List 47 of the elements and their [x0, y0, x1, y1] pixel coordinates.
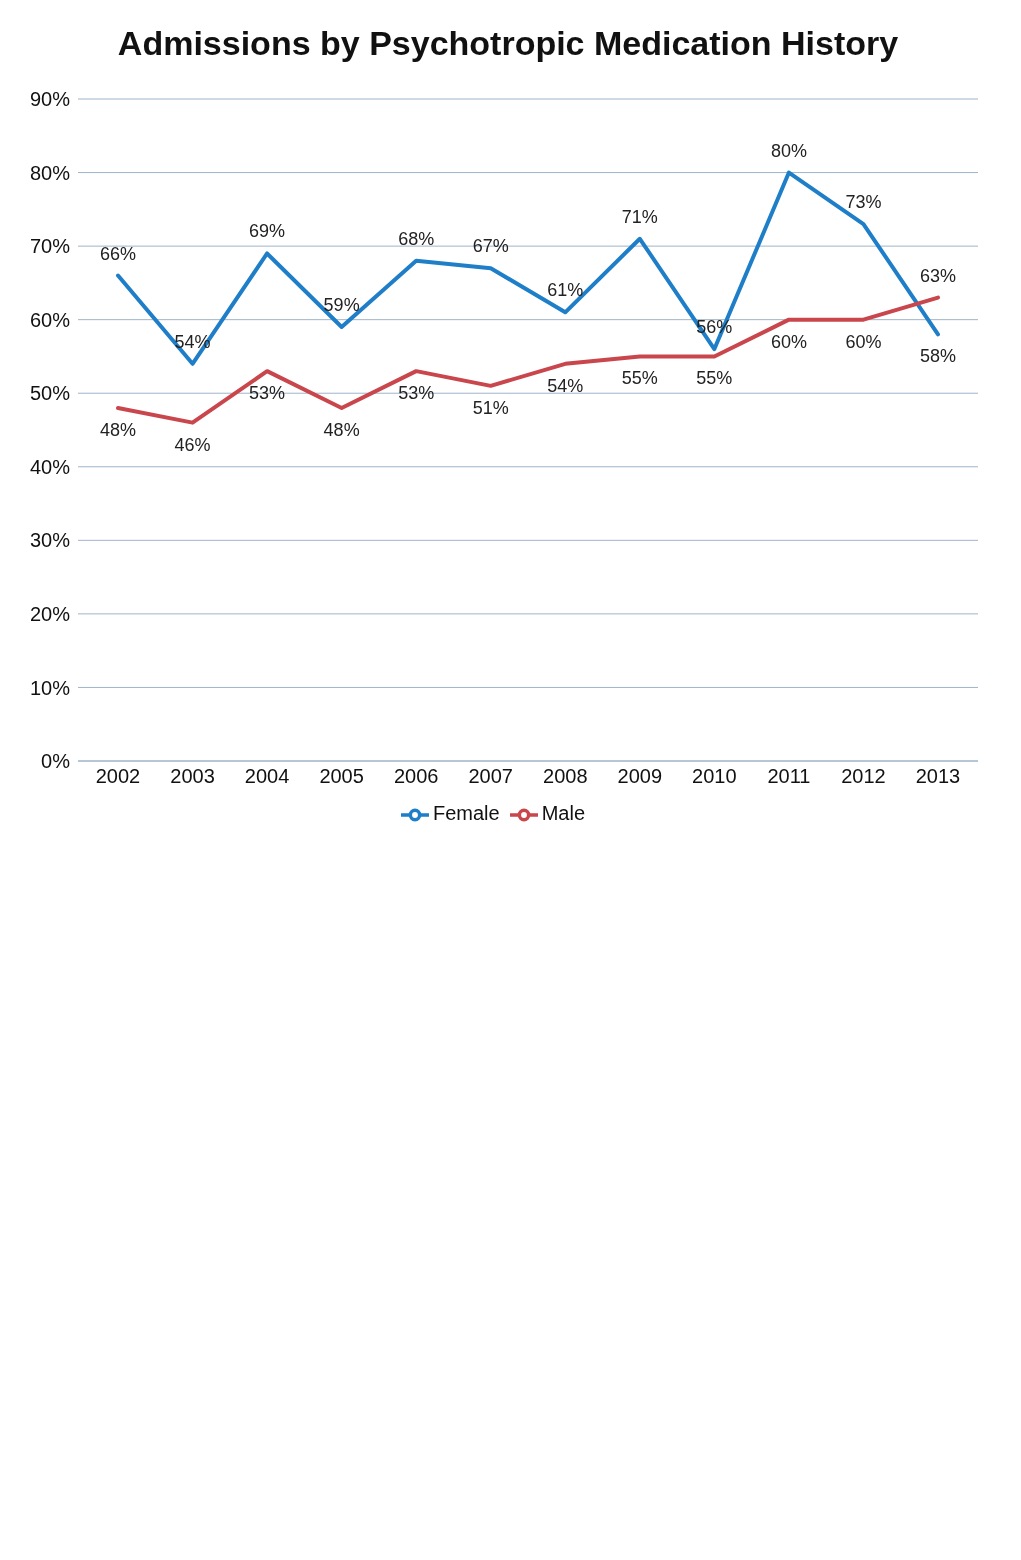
y-tick-label: 50% — [29, 382, 71, 405]
x-tick-label: 2007 — [468, 765, 513, 788]
x-tick-label: 2010 — [692, 765, 737, 788]
y-tick-label: 60% — [29, 308, 71, 331]
y-tick-label: 30% — [29, 529, 71, 552]
data-label: 58% — [919, 346, 957, 367]
data-label: 66% — [99, 243, 137, 264]
data-label: 51% — [472, 397, 509, 418]
y-tick-label: 80% — [29, 161, 71, 184]
data-label: 54% — [547, 375, 584, 396]
data-label: 71% — [621, 206, 658, 227]
y-tick-label: 10% — [29, 676, 71, 699]
data-label: 46% — [174, 434, 211, 455]
x-tick-label: 2004 — [244, 765, 290, 788]
legend-label: Male — [541, 802, 586, 825]
data-label: 63% — [919, 265, 957, 286]
data-label: 80% — [770, 140, 807, 161]
data-label: 59% — [323, 295, 360, 316]
x-tick-label: 2008 — [543, 765, 588, 788]
data-label: 55% — [621, 368, 658, 389]
data-label: 55% — [696, 368, 733, 389]
x-tick-label: 2011 — [767, 765, 811, 788]
y-tick-label: 90% — [29, 88, 71, 111]
data-label: 48% — [99, 419, 137, 440]
y-tick-label: 20% — [29, 602, 71, 625]
data-label: 60% — [770, 331, 807, 352]
data-label: 69% — [249, 221, 286, 242]
data-label: 61% — [547, 280, 584, 301]
data-label: 68% — [398, 228, 435, 249]
legend-label: Female — [432, 802, 500, 825]
data-label: 48% — [323, 419, 360, 440]
x-tick-label: 2012 — [841, 765, 886, 788]
x-tick-label: 2006 — [393, 765, 439, 788]
x-tick-label: 2013 — [915, 765, 961, 788]
data-label: 53% — [398, 383, 435, 404]
x-tick-label: 2003 — [170, 765, 215, 788]
data-label: 60% — [845, 331, 882, 352]
data-label: 53% — [249, 383, 286, 404]
y-tick-label: 70% — [29, 235, 71, 258]
x-tick-label: 2009 — [617, 765, 663, 788]
chart-title: Admissions by Psychotropic Medication History — [116, 23, 900, 64]
x-tick-label: 2005 — [319, 765, 364, 788]
data-label: 73% — [845, 192, 882, 213]
data-label: 67% — [472, 236, 509, 257]
y-tick-label: 0% — [41, 750, 71, 773]
y-tick-label: 40% — [29, 455, 71, 478]
x-tick-label: 2002 — [95, 765, 141, 788]
